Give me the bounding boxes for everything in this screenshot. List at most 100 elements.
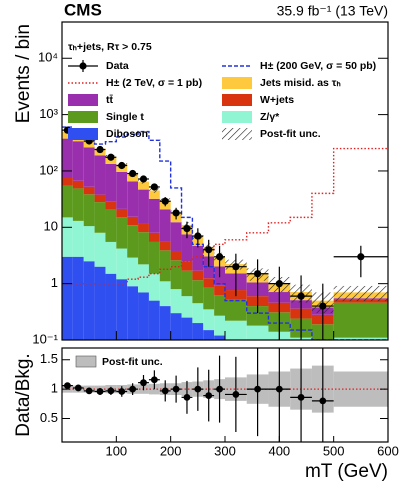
stack-segment [127, 216, 139, 226]
ratio-point [183, 393, 191, 401]
legend-swatch [222, 77, 252, 89]
ratio-point [194, 385, 202, 393]
legend-swatch [75, 355, 97, 368]
stack-segment [203, 287, 215, 310]
ratio-y-tick-label: 0.5 [40, 410, 58, 425]
stack-segment [148, 273, 160, 301]
ratio-point [172, 385, 180, 393]
y-tick-label: 10⁻¹ [32, 331, 58, 346]
stack-segment [170, 313, 182, 340]
y-tick-label: 10² [39, 162, 58, 177]
y-tick-label: 10 [44, 219, 58, 234]
ratio-point [74, 384, 82, 392]
experiment: CMS [64, 0, 102, 19]
stack-segment [159, 306, 171, 340]
data-point [183, 224, 191, 233]
legend-label: Diboson [106, 128, 148, 140]
data-point [357, 253, 365, 261]
ratio-point [129, 385, 137, 393]
legend-swatch [222, 94, 252, 106]
annotation: τₕ+jets, Rτ > 0.75 [68, 41, 152, 53]
stack-segment [170, 289, 182, 314]
stack-segment [225, 299, 247, 321]
ratio-point [205, 392, 213, 399]
stack-segment [127, 225, 139, 258]
main-plot [62, 126, 388, 340]
ratio-point [275, 385, 283, 393]
stack-segment [181, 261, 193, 271]
stack-segment [246, 325, 269, 340]
legend-label: H± (2 TeV, σ = 1 pb) [106, 77, 202, 89]
legend-label: Single t [106, 111, 144, 123]
stack-segment [72, 220, 84, 257]
x-axis-label: mT (GeV) [305, 461, 388, 482]
luminosity: 35.9 fb⁻¹ (13 TeV) [277, 3, 388, 19]
legend-swatch [222, 128, 252, 140]
stack-segment [127, 181, 139, 217]
stack-segment [116, 217, 128, 249]
stack-segment [192, 280, 204, 304]
ratio-point [85, 387, 93, 395]
stack-segment [203, 330, 215, 340]
stack-segment [148, 300, 160, 340]
stack-segment [170, 222, 182, 251]
legend-label: Post-fit unc. [102, 356, 163, 368]
ratio-point [319, 397, 327, 405]
ratio-y-tick-label: 1 [51, 381, 58, 396]
stack-segment [192, 270, 204, 281]
legend-swatch [222, 111, 252, 123]
axes: 10⁻¹ 1 10 10² 10³ 10⁴ 0.5 1 1.5 100 200 300 400 500 60… [32, 50, 399, 459]
stack-segment [333, 299, 388, 303]
x-tick-label: 500 [323, 443, 345, 458]
data-point [96, 145, 104, 154]
stack-segment [62, 217, 73, 257]
stack-segment [105, 209, 117, 242]
ratio-plot [62, 348, 388, 442]
stack-segment [181, 270, 193, 297]
stack-segment [72, 256, 84, 340]
ratio-point [107, 387, 115, 395]
stack-segment [116, 279, 128, 340]
stack-segment [62, 185, 73, 218]
ratio-point [254, 385, 261, 393]
y-tick-label: 1 [51, 275, 58, 290]
stack-segment [83, 186, 95, 195]
data-point [215, 253, 224, 261]
data-point [107, 153, 115, 161]
stack-segment [181, 296, 193, 318]
frame-top [61, 21, 389, 341]
stack-segment [181, 234, 193, 262]
stack-segment [83, 147, 95, 187]
stack-segment [138, 181, 149, 190]
signal-line [62, 126, 388, 340]
stack-segment [148, 190, 160, 199]
stack-segment [138, 232, 149, 265]
legend-label: tt̄ [106, 94, 113, 106]
stack-segment [159, 250, 171, 282]
data-point [254, 270, 262, 278]
x-tick-label: 300 [214, 443, 236, 458]
stack-segment [62, 177, 73, 186]
stack-segment [94, 232, 106, 267]
stack-segment [148, 198, 160, 233]
data-point [150, 183, 158, 191]
stack-segment [159, 241, 171, 251]
stack-segment [181, 317, 193, 340]
data-point [194, 232, 202, 240]
stack-segment [72, 180, 84, 189]
ratio-y-label: Data/Bkg. [13, 353, 34, 436]
stack-segment [116, 171, 128, 209]
stack-segment [72, 141, 84, 181]
stack-segment [170, 250, 182, 261]
stack-segment [170, 260, 182, 290]
ratio-point [150, 376, 158, 384]
stack-segment [203, 256, 215, 279]
stack-segment [62, 131, 73, 139]
stack-segment [72, 188, 84, 221]
stack-segment [203, 309, 215, 331]
stack-segment [138, 223, 149, 233]
stack-segment [83, 261, 95, 340]
stack-segment [127, 286, 139, 340]
stack-segment [94, 155, 106, 195]
